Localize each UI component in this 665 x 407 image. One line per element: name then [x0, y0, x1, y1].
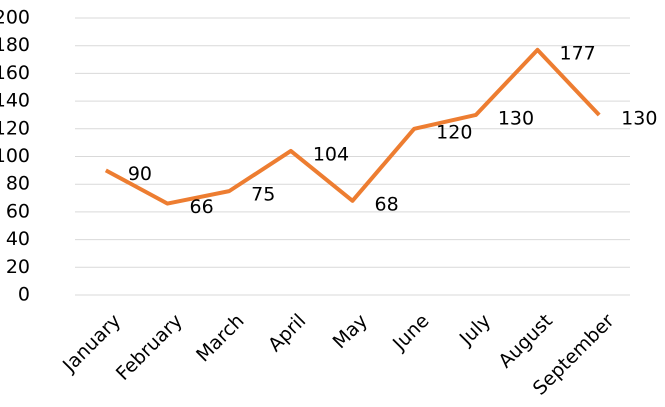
y-tick-label: 200	[0, 7, 30, 29]
data-label: 130	[498, 107, 534, 129]
line-series	[104, 47, 601, 206]
x-tick-label: July	[455, 310, 495, 350]
y-tick-label: 40	[6, 228, 30, 250]
y-tick-label: 20	[6, 256, 30, 278]
x-tick-label: June	[388, 310, 434, 356]
y-tick-label: 80	[6, 173, 30, 195]
data-label: 130	[621, 107, 657, 129]
y-tick-label: 160	[0, 62, 30, 84]
x-tick-label: August	[494, 310, 557, 373]
y-tick-label: 140	[0, 90, 30, 112]
y-tick-label: 120	[0, 117, 30, 139]
x-tick-label: April	[264, 310, 310, 356]
y-tick-label: 180	[0, 34, 30, 56]
data-label: 104	[313, 143, 349, 165]
x-tick-label: May	[329, 310, 372, 353]
data-label: 90	[128, 163, 152, 185]
x-tick-label: March	[192, 310, 249, 367]
data-label: 75	[251, 184, 275, 206]
y-tick-label: 100	[0, 145, 30, 167]
data-label: 68	[375, 193, 399, 215]
data-label: 66	[190, 196, 214, 218]
y-tick-label: 0	[18, 284, 30, 306]
y-tick-label: 60	[6, 200, 30, 222]
data-label: 177	[560, 42, 596, 64]
data-label: 120	[436, 121, 472, 143]
x-tick-label: February	[112, 310, 187, 385]
